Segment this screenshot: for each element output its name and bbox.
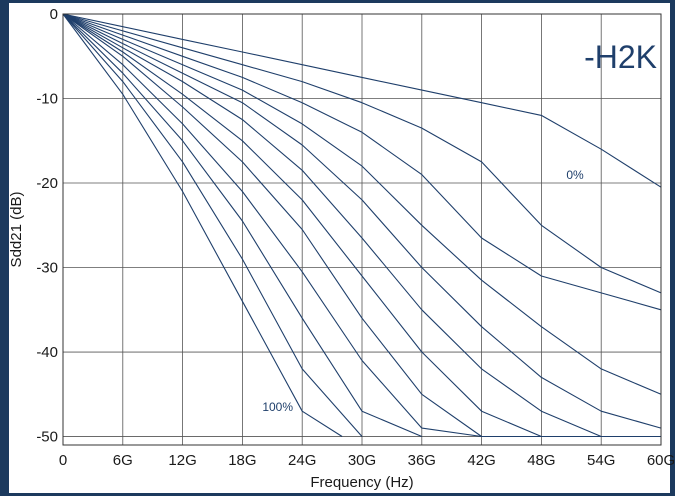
y-axis-label: Sdd21 (dB): [8, 192, 25, 268]
x-axis-label: Frequency (Hz): [310, 474, 413, 491]
x-tick-label-8: 48G: [527, 452, 555, 469]
series-line-10: [62, 13, 363, 437]
series-line-1: [62, 13, 662, 294]
series-line-7: [62, 13, 661, 438]
x-tick-label-4: 24G: [288, 452, 316, 469]
series-line-9: [62, 13, 423, 438]
series-line-3: [62, 13, 662, 395]
series-line-2: [62, 13, 662, 311]
x-tick-labels: 0 6G 12G 18G 24G 30G 36G 42G 48G 54G 60G: [59, 452, 675, 469]
x-tick-label-0: 0: [59, 452, 67, 469]
series-group: [62, 13, 662, 438]
series-line-4: [62, 13, 662, 429]
x-tick-label-5: 30G: [348, 452, 376, 469]
series-line-5: [62, 13, 661, 438]
grid: [62, 13, 662, 445]
series-line-8: [62, 13, 482, 438]
y-tick-label-2: -20: [36, 175, 58, 192]
chart-title: -H2K: [584, 39, 657, 75]
plot-border: [62, 13, 662, 446]
y-tick-label-5: -50: [36, 429, 58, 446]
y-tick-label-1: -10: [36, 91, 58, 108]
y-tick-label-0: 0: [50, 6, 58, 23]
x-tick-label-2: 12G: [168, 452, 196, 469]
annotation-0: 0%: [566, 168, 584, 182]
y-tick-label-3: -30: [36, 260, 58, 277]
y-tick-labels: 0 -10 -20 -30 -40 -50: [36, 6, 58, 446]
series-line-11: [62, 13, 343, 437]
y-tick-label-4: -40: [36, 344, 58, 361]
annotation-1: 100%: [262, 400, 293, 414]
x-tick-label-1: 6G: [113, 452, 133, 469]
x-tick-label-3: 18G: [228, 452, 256, 469]
x-tick-label-9: 54G: [587, 452, 615, 469]
x-tick-label-6: 36G: [408, 452, 436, 469]
series-line-0: [62, 13, 662, 188]
x-tick-label-7: 42G: [467, 452, 495, 469]
annotations: 0% 100%: [262, 168, 584, 414]
x-tick-label-10: 60G: [647, 452, 675, 469]
